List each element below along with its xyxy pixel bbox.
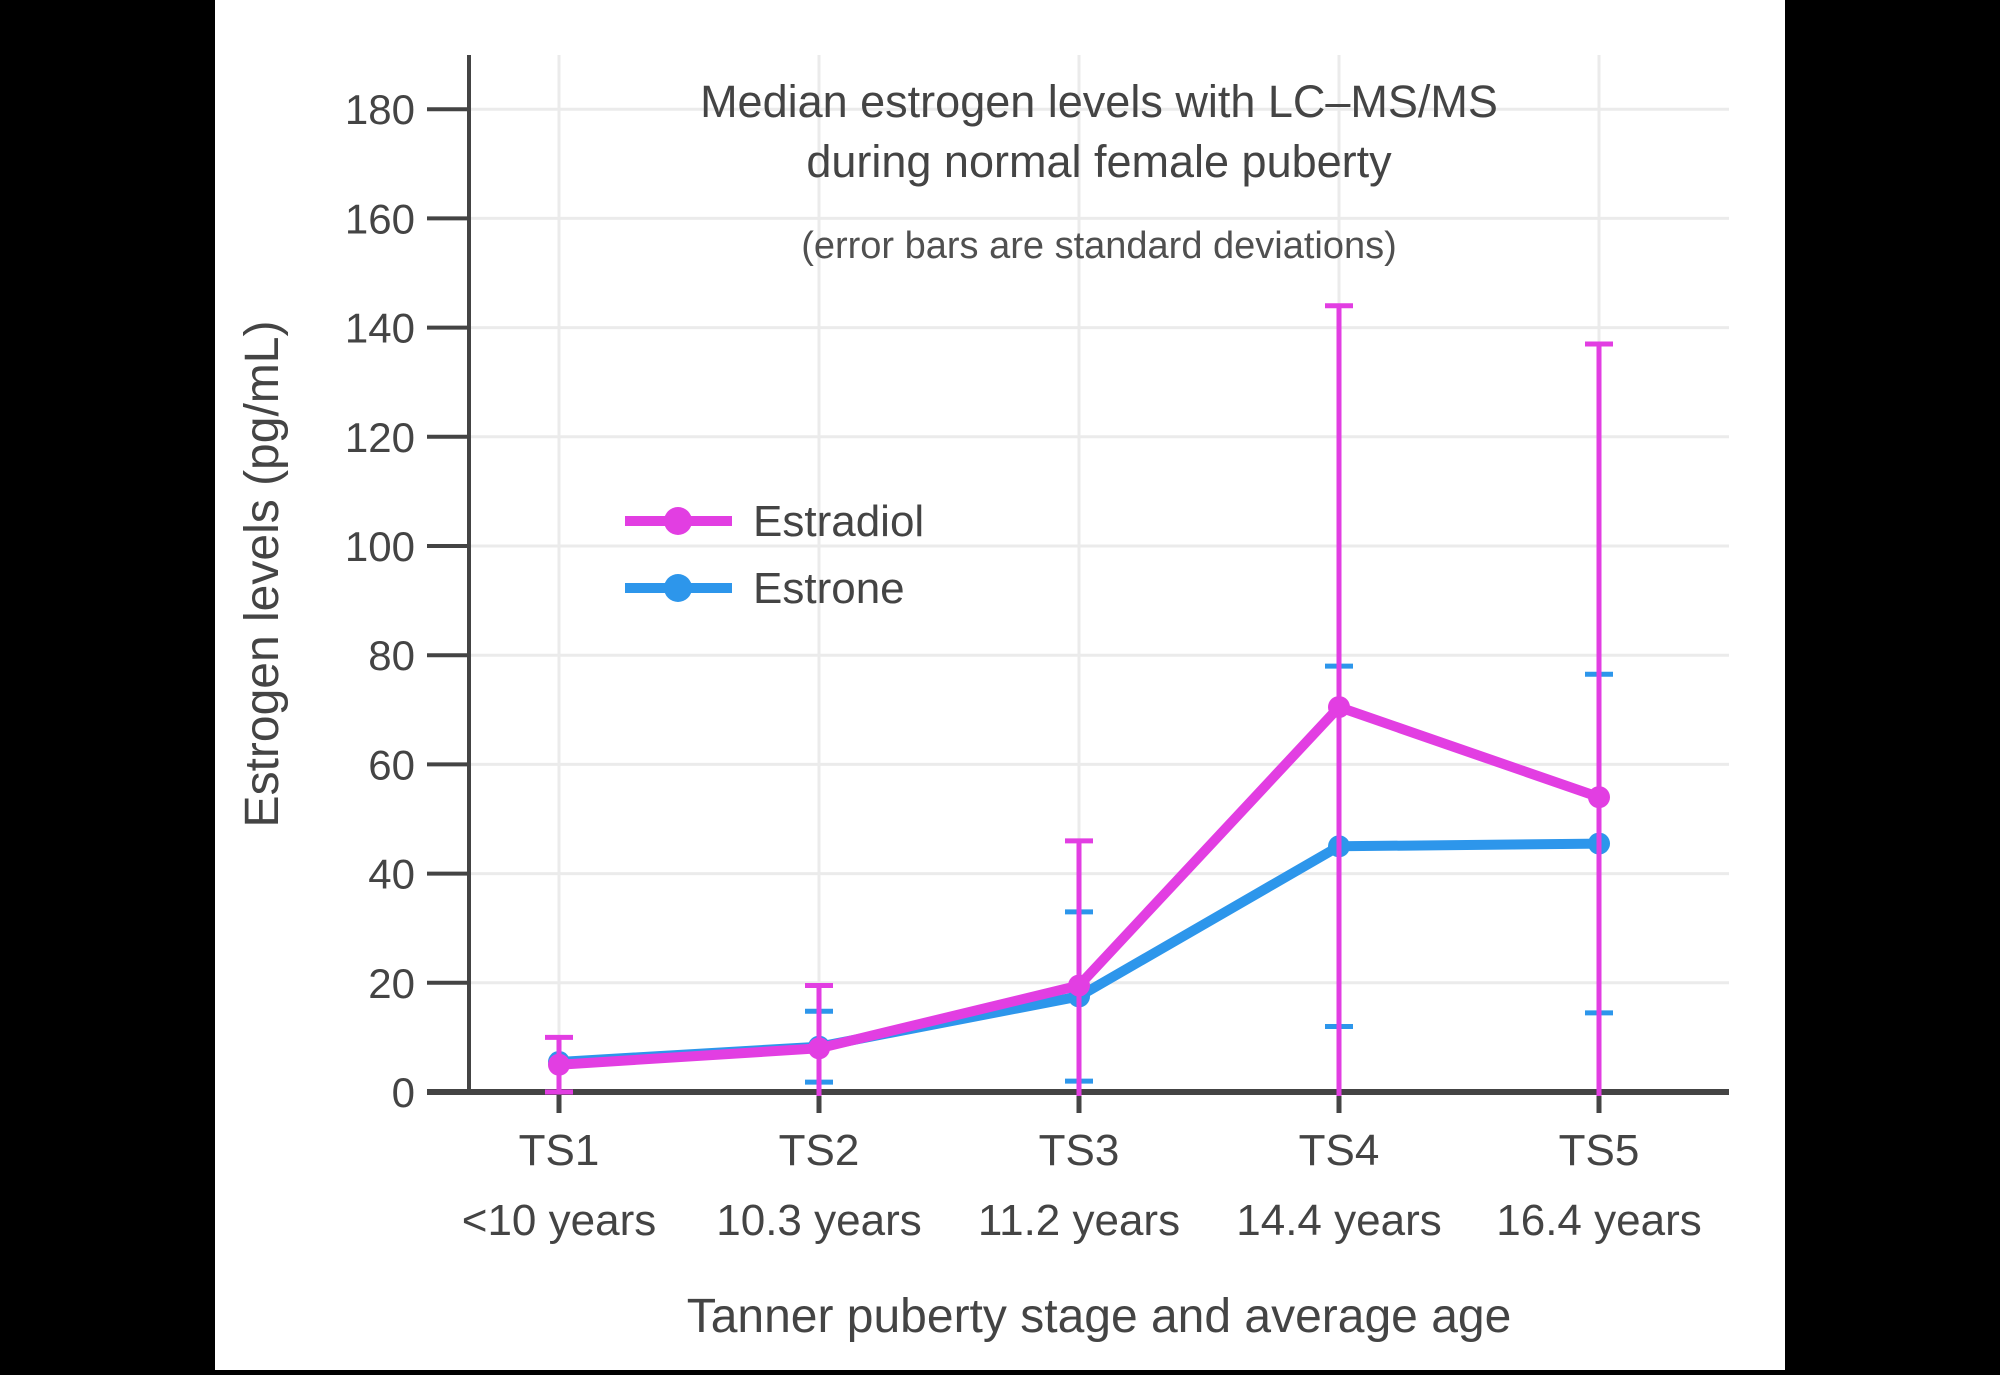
x-tick-age-TS1: <10 years bbox=[462, 1196, 656, 1245]
y-tick-label-60: 60 bbox=[368, 741, 415, 788]
point-estradiol-TS2[interactable] bbox=[808, 1037, 830, 1060]
gridlines bbox=[469, 55, 1729, 1092]
y-tick-label-180: 180 bbox=[345, 86, 415, 133]
chart-title-line1: Median estrogen levels with LC–MS/MS bbox=[700, 76, 1498, 127]
y-axis-title: Estrogen levels (pg/mL) bbox=[236, 321, 289, 828]
chart-subtitle: (error bars are standard deviations) bbox=[801, 225, 1397, 267]
legend-marker-estradiol bbox=[664, 507, 692, 535]
x-tick-age-TS2: 10.3 years bbox=[716, 1196, 921, 1245]
y-tick-label-120: 120 bbox=[345, 414, 415, 461]
estrogen-levels-chart: 0 20 40 60 80 100 120 140 160 180 TS1 <10 years TS2 1… bbox=[236, 55, 1729, 1343]
x-tick-label-TS5: TS5 bbox=[1559, 1126, 1640, 1175]
x-tick-age-TS3: 11.2 years bbox=[978, 1196, 1180, 1245]
y-tick-label-0: 0 bbox=[392, 1069, 415, 1116]
y-tick-label-160: 160 bbox=[345, 195, 415, 242]
legend-label-estrone: Estrone bbox=[753, 564, 905, 613]
x-tick-age-TS4: 14.4 years bbox=[1236, 1196, 1441, 1245]
series-estradiol bbox=[545, 303, 1613, 1096]
y-tick-label-20: 20 bbox=[368, 960, 415, 1007]
x-tick-label-TS1: TS1 bbox=[519, 1126, 600, 1175]
chart-title-line2: during normal female puberty bbox=[806, 136, 1392, 187]
point-estradiol-TS1[interactable] bbox=[548, 1053, 570, 1076]
y-tick-label-80: 80 bbox=[368, 632, 415, 679]
legend-label-estradiol: Estradiol bbox=[753, 497, 924, 546]
x-tick-age-TS5: 16.4 years bbox=[1496, 1196, 1701, 1245]
tick-labels: 0 20 40 60 80 100 120 140 160 180 TS1 <10 years TS2 1… bbox=[345, 86, 1702, 1245]
y-tick-label-40: 40 bbox=[368, 851, 415, 898]
legend: Estradiol Estrone bbox=[625, 497, 924, 613]
legend-item-estrone[interactable]: Estrone bbox=[625, 564, 905, 613]
chart-panel: 0 20 40 60 80 100 120 140 160 180 TS1 <10 years TS2 1… bbox=[215, 0, 1785, 1370]
x-tick-label-TS4: TS4 bbox=[1299, 1126, 1380, 1175]
legend-marker-estrone bbox=[664, 574, 692, 602]
point-estradiol-TS5[interactable] bbox=[1588, 786, 1610, 809]
point-estradiol-TS4[interactable] bbox=[1328, 696, 1350, 719]
y-tick-label-100: 100 bbox=[345, 523, 415, 570]
legend-item-estradiol[interactable]: Estradiol bbox=[625, 497, 924, 546]
x-axis-title: Tanner puberty stage and average age bbox=[687, 1290, 1512, 1343]
point-estradiol-TS3[interactable] bbox=[1068, 974, 1090, 997]
y-tick-label-140: 140 bbox=[345, 305, 415, 352]
x-tick-label-TS3: TS3 bbox=[1039, 1126, 1120, 1175]
series-layer bbox=[545, 303, 1613, 1096]
x-tick-label-TS2: TS2 bbox=[779, 1126, 860, 1175]
